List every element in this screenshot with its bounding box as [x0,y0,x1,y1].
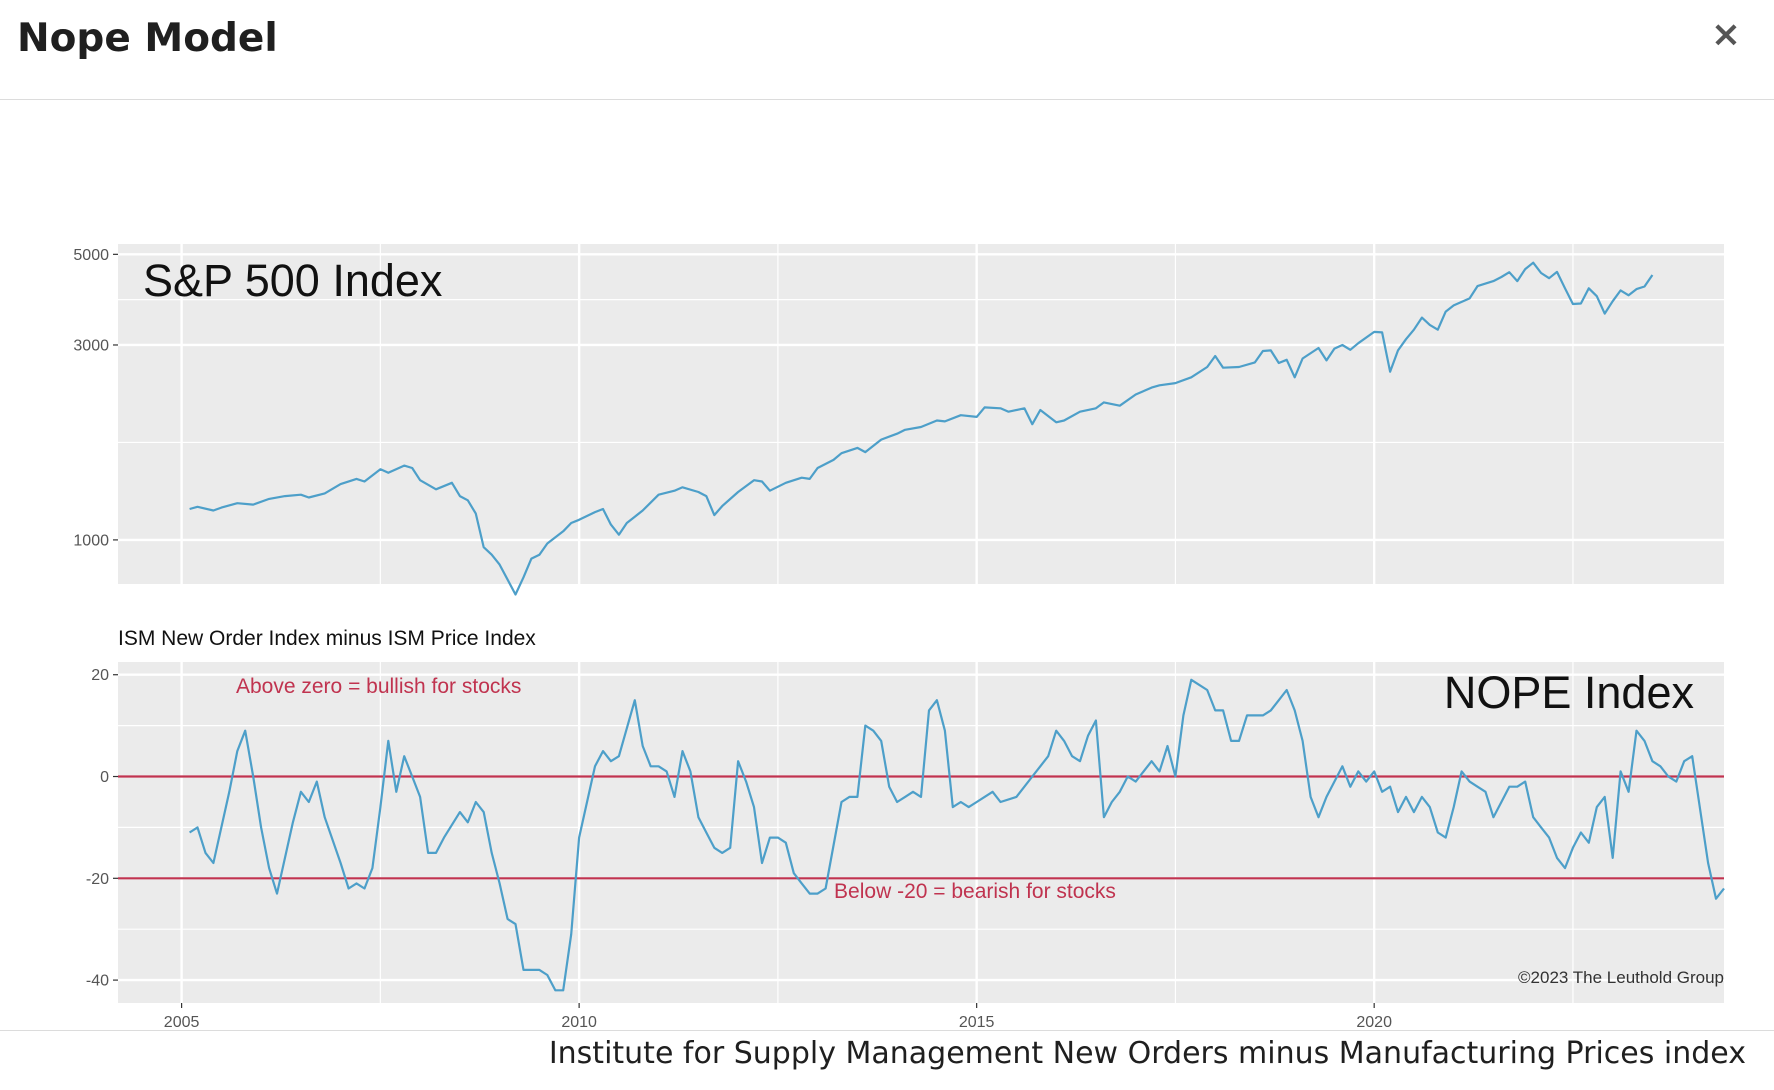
chart-svg: 1000 3000 5000 -40 -20 0 20 2005 2010 2015 2020 S&P… [73,244,1725,1029]
sp500-y-tick-label: 3000 [73,337,109,354]
modal-title: Nope Model [17,16,278,61]
sp500-panel-title: S&P 500 Index [143,255,443,306]
x-tick-label: 2010 [561,1014,597,1029]
nope-y-tick-label: 20 [91,667,109,684]
sp500-y-tick-label: 1000 [73,532,109,549]
sp500-series-line [189,261,1654,596]
nope-y-tick-label: 0 [100,769,109,786]
x-tick-label: 2020 [1356,1014,1392,1029]
sp500-y-tick-label: 5000 [73,247,109,264]
copyright-notice: ©2023 The Leuthold Group [1518,968,1724,987]
nope-y-tick-label: -20 [86,871,109,888]
figure-caption: Institute for Supply Management New Orde… [548,1036,1746,1071]
close-button[interactable]: × [1704,12,1748,56]
chart-area: 1000 3000 5000 -40 -20 0 20 2005 2010 2015 2020 S&P… [0,101,1774,1031]
modal-header: Nope Model × [0,0,1774,100]
sp500-panel-background [118,244,1724,584]
close-icon: × [1710,13,1742,55]
nope-y-axis-label: ISM New Order Index minus ISM Price Inde… [118,627,536,650]
x-tick-label: 2015 [959,1014,995,1029]
nope-series-line [189,678,1725,992]
nope-y-tick-label: -40 [86,973,109,990]
bearish-annotation: Below -20 = bearish for stocks [834,880,1116,903]
nope-panel-title: NOPE Index [1444,667,1695,718]
footer-divider [0,1030,1774,1031]
x-tick-label: 2005 [164,1014,200,1029]
bullish-annotation: Above zero = bullish for stocks [236,675,521,698]
nope-panel-background [118,662,1724,1003]
